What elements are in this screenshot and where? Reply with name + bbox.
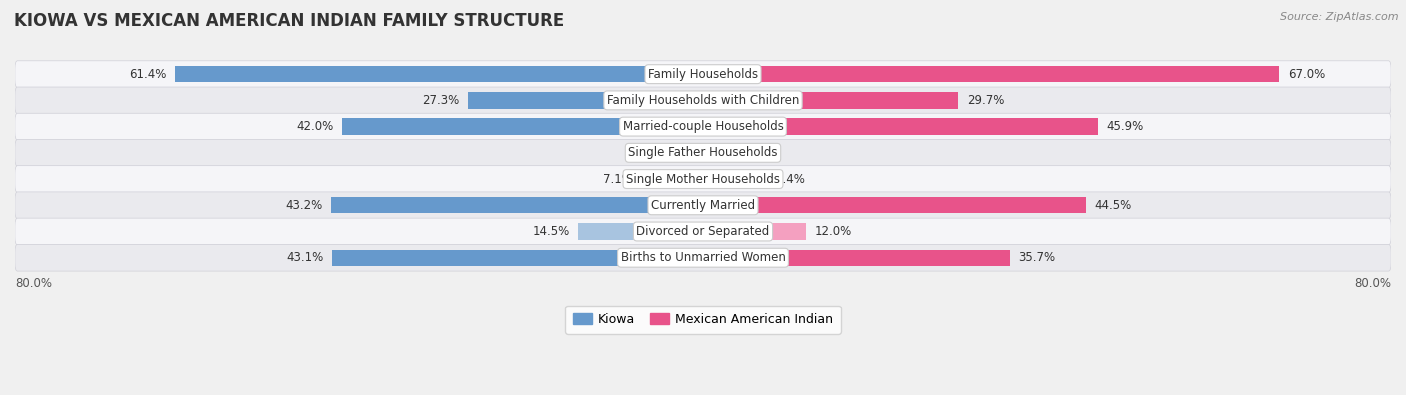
Bar [342,118,703,135]
Bar [703,171,766,187]
Bar [332,197,703,213]
Bar [703,197,1085,213]
Bar [703,250,1010,266]
Text: Source: ZipAtlas.com: Source: ZipAtlas.com [1281,12,1399,22]
Bar [703,223,806,240]
FancyBboxPatch shape [15,139,1391,166]
Text: 29.7%: 29.7% [967,94,1004,107]
Bar [643,171,703,187]
Text: 14.5%: 14.5% [533,225,569,238]
Text: 7.4%: 7.4% [775,173,806,186]
Text: Single Mother Households: Single Mother Households [626,173,780,186]
Bar [703,92,959,109]
Text: KIOWA VS MEXICAN AMERICAN INDIAN FAMILY STRUCTURE: KIOWA VS MEXICAN AMERICAN INDIAN FAMILY … [14,12,564,30]
Bar [332,250,703,266]
Text: 43.2%: 43.2% [285,199,323,212]
Text: Married-couple Households: Married-couple Households [623,120,783,133]
Bar [578,223,703,240]
Text: 35.7%: 35.7% [1018,251,1056,264]
FancyBboxPatch shape [15,192,1391,219]
Text: 7.1%: 7.1% [603,173,633,186]
Text: Family Households: Family Households [648,68,758,81]
Text: 42.0%: 42.0% [295,120,333,133]
Text: 2.8%: 2.8% [641,146,671,159]
Text: 27.3%: 27.3% [422,94,460,107]
Text: 45.9%: 45.9% [1107,120,1143,133]
Text: Family Households with Children: Family Households with Children [607,94,799,107]
FancyBboxPatch shape [15,245,1391,271]
Text: 44.5%: 44.5% [1094,199,1132,212]
Text: 2.8%: 2.8% [735,146,765,159]
Bar [703,145,727,161]
Legend: Kiowa, Mexican American Indian: Kiowa, Mexican American Indian [565,306,841,333]
Bar [468,92,703,109]
Text: 80.0%: 80.0% [15,276,52,290]
Text: Divorced or Separated: Divorced or Separated [637,225,769,238]
Bar [703,66,1279,82]
Text: 80.0%: 80.0% [1354,276,1391,290]
Text: 61.4%: 61.4% [129,68,166,81]
Text: 67.0%: 67.0% [1288,68,1324,81]
FancyBboxPatch shape [15,218,1391,245]
Text: 43.1%: 43.1% [287,251,323,264]
Text: Currently Married: Currently Married [651,199,755,212]
FancyBboxPatch shape [15,113,1391,140]
Bar [703,118,1098,135]
FancyBboxPatch shape [15,87,1391,114]
FancyBboxPatch shape [15,61,1391,88]
FancyBboxPatch shape [15,166,1391,192]
Text: Single Father Households: Single Father Households [628,146,778,159]
Text: Births to Unmarried Women: Births to Unmarried Women [620,251,786,264]
Text: 12.0%: 12.0% [815,225,852,238]
Bar [174,66,703,82]
Bar [679,145,703,161]
